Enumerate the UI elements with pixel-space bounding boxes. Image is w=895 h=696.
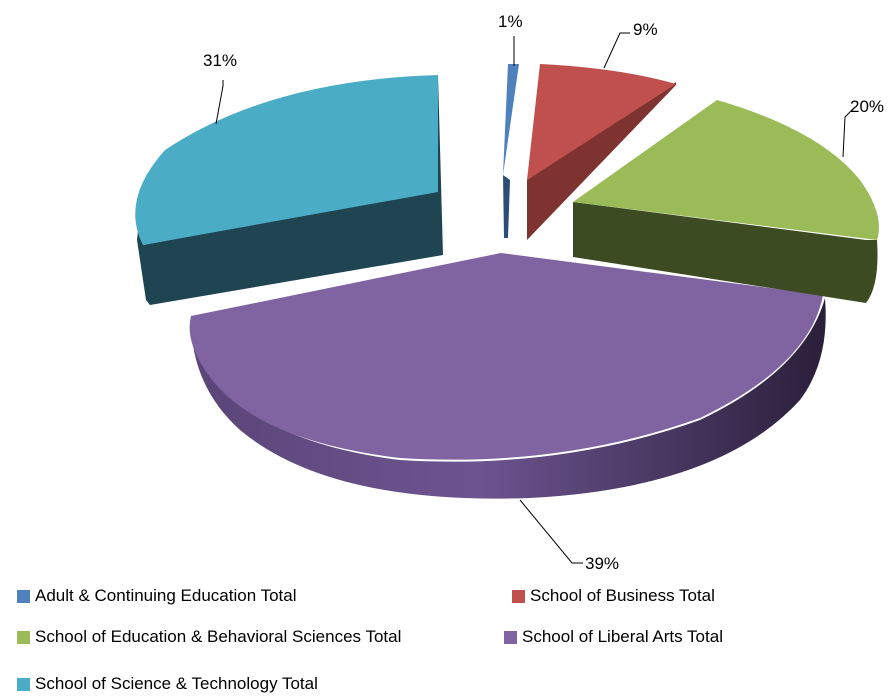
data-label-education: 20%	[850, 97, 884, 116]
slice-business-top	[527, 64, 676, 180]
legend-item-liberal-arts: School of Liberal Arts Total	[504, 627, 723, 647]
legend-swatch-adult	[17, 589, 30, 603]
slice-business	[527, 64, 676, 240]
legend-swatch-business	[512, 589, 525, 603]
legend-item-science: School of Science & Technology Total	[17, 674, 318, 694]
legend-label-science: School of Science & Technology Total	[35, 674, 318, 693]
legend-item-business: School of Business Total	[512, 586, 715, 606]
data-label-science: 31%	[203, 51, 237, 70]
leader-line-education	[842, 106, 856, 158]
slice-education-behavioral	[573, 100, 879, 303]
legend-label-business: School of Business Total	[530, 586, 715, 605]
slice-science-technology-side	[137, 75, 443, 305]
data-label-business: 9%	[633, 20, 658, 39]
legend-swatch-education	[17, 630, 30, 644]
slice-science-technology	[135, 75, 443, 305]
data-label-liberal-arts: 39%	[585, 554, 619, 573]
legend-label-liberal-arts: School of Liberal Arts Total	[522, 627, 723, 646]
slice-adult-continuing	[503, 64, 519, 238]
slice-adult-continuing-side	[503, 175, 510, 238]
pie-chart: 1% 9% 20% 39% 31%	[135, 12, 884, 573]
data-label-adult: 1%	[498, 12, 523, 31]
slice-adult-continuing-top	[503, 64, 519, 175]
legend-label-education: School of Education & Behavioral Science…	[35, 627, 402, 646]
slice-education-behavioral-side	[573, 202, 878, 303]
leader-line-business	[603, 32, 630, 69]
legend-label-adult: Adult & Continuing Education Total	[35, 586, 297, 605]
legend-swatch-science	[17, 677, 30, 691]
slice-liberal-arts-top	[189, 253, 824, 460]
legend-item-adult: Adult & Continuing Education Total	[17, 586, 296, 606]
slice-science-technology-top	[135, 75, 438, 245]
slice-business-side	[527, 82, 676, 240]
slice-liberal-arts	[189, 253, 826, 499]
slice-liberal-arts-side	[190, 298, 826, 499]
legend-item-education: School of Education & Behavioral Science…	[17, 627, 401, 647]
leader-line-liberal	[519, 499, 583, 564]
leader-line-science	[215, 80, 224, 125]
legend-swatch-liberal-arts	[504, 630, 517, 644]
chart-legend: Adult & Continuing Education Total Schoo…	[0, 582, 895, 696]
slice-education-behavioral-top	[573, 100, 879, 240]
